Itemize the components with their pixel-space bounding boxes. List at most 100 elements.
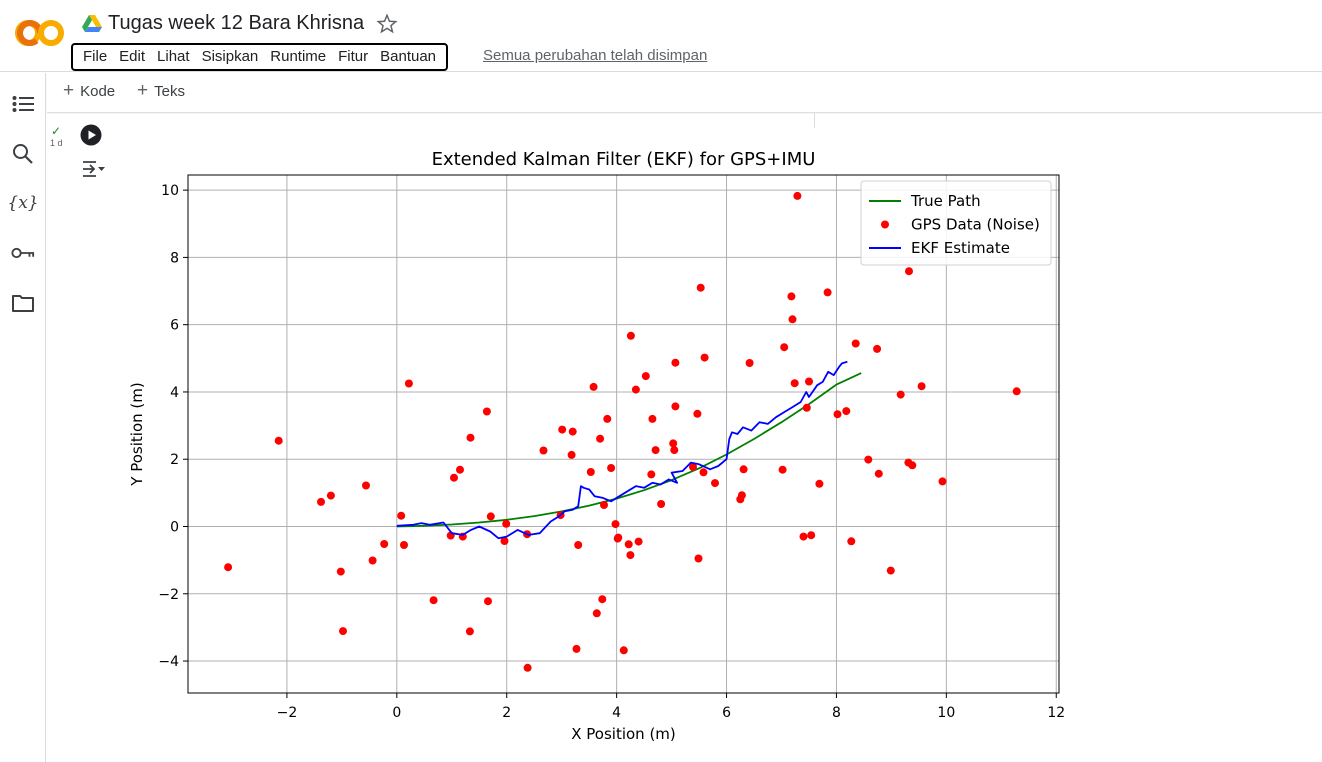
x-tick-label: 10 (937, 705, 955, 721)
plus-icon: + (63, 80, 75, 101)
gps-point (589, 382, 598, 391)
gps-point (905, 267, 913, 276)
gps-point (886, 566, 895, 575)
axis-ticks: −2 0 2 4 6 8 10 12 −4 −2 0 2 4 6 8 10 (158, 183, 1065, 721)
add-text-button[interactable]: + Teks (137, 81, 185, 100)
gps-point (568, 427, 577, 436)
gps-point (805, 377, 813, 386)
notebook-title[interactable]: Tugas week 12 Bara Khrisna (108, 12, 365, 34)
gps-point (362, 481, 370, 490)
menu-help[interactable]: Bantuan (380, 48, 437, 65)
menu-view[interactable]: Lihat (157, 48, 190, 65)
google-drive-icon[interactable] (82, 15, 102, 33)
table-of-contents-icon[interactable] (11, 92, 35, 116)
gps-point (815, 479, 824, 488)
axes-frame (187, 174, 1060, 694)
gps-point (790, 379, 799, 388)
gps-point (607, 464, 616, 472)
toolbar-divider (814, 113, 815, 128)
gps-point (634, 537, 643, 546)
gps-point (938, 477, 947, 486)
gps-point (624, 540, 633, 549)
gps-point (482, 407, 491, 416)
gps-point (596, 434, 605, 443)
x-tick-label: 8 (832, 705, 841, 721)
gps-point (539, 446, 548, 455)
star-icon[interactable] (376, 13, 398, 35)
menu-file[interactable]: File (83, 48, 108, 65)
gps-point (484, 597, 492, 606)
legend-label: True Path (910, 192, 981, 210)
y-tick-label: −2 (158, 587, 179, 603)
add-code-button[interactable]: + Kode (63, 80, 116, 101)
gps-point (694, 554, 703, 563)
gps-point (699, 468, 708, 477)
gps-point (874, 469, 883, 478)
gps-point (380, 540, 389, 548)
menu-runtime[interactable]: Runtime (270, 48, 327, 65)
gps-point (572, 644, 581, 653)
gps-point (368, 556, 377, 565)
gps-point (404, 379, 413, 388)
gps-point (917, 382, 926, 391)
search-icon[interactable] (11, 142, 35, 166)
x-tick-label: 2 (502, 705, 511, 721)
y-axis-label: Y Position (m) (128, 382, 146, 486)
gps-point (847, 537, 856, 546)
gps-point (851, 339, 860, 348)
plot-data (224, 191, 1021, 672)
gps-point (326, 491, 335, 500)
gps-point (873, 344, 882, 353)
x-tick-label: 4 (612, 705, 621, 721)
gps-point (1012, 387, 1021, 396)
add-code-label: Kode (80, 82, 116, 100)
gps-point (611, 520, 620, 529)
gps-point (397, 511, 406, 520)
gps-point (778, 465, 787, 474)
gps-point (647, 470, 656, 479)
x-tick-label: 0 (392, 705, 401, 721)
left-sidebar: {x} (0, 73, 46, 762)
save-status-link[interactable]: Semua perubahan telah disimpan (483, 47, 708, 64)
gps-point (626, 331, 635, 340)
gps-point (669, 439, 678, 448)
files-folder-icon[interactable] (11, 291, 35, 315)
gps-point (456, 465, 464, 474)
gps-point (603, 414, 612, 423)
gps-point (651, 446, 660, 455)
menu-edit[interactable]: Edit (119, 48, 146, 65)
gps-point (574, 541, 583, 549)
legend-label: GPS Data (Noise) (911, 216, 1040, 234)
app-header: Tugas week 12 Bara Khrisna File Edit Lih… (0, 0, 1322, 72)
gps-point (558, 425, 567, 434)
notebook-toolbar: + Kode + Teks (47, 73, 1322, 113)
y-tick-label: 8 (170, 250, 179, 266)
chart-title: Extended Kalman Filter (EKF) for GPS+IMU (432, 149, 816, 170)
gps-point (807, 531, 816, 540)
variables-icon[interactable]: {x} (7, 193, 39, 213)
output-options-icon[interactable] (80, 158, 106, 180)
gps-point (823, 288, 832, 297)
legend-dot-swatch (881, 220, 889, 229)
run-cell-button[interactable] (80, 124, 102, 146)
x-tick-label: −2 (277, 705, 298, 721)
gps-point (500, 537, 509, 545)
gps-point (317, 497, 325, 506)
y-tick-label: 0 (170, 520, 179, 536)
gps-point (274, 436, 283, 445)
gps-point (700, 353, 709, 362)
gps-point (737, 491, 746, 500)
gps-point (339, 627, 347, 636)
colab-logo[interactable] (14, 16, 66, 50)
gps-point (657, 500, 666, 508)
gps-point (592, 609, 601, 618)
gps-point (336, 567, 345, 576)
grid-lines (188, 175, 1059, 693)
menu-tools[interactable]: Fitur (338, 48, 369, 65)
gps-point (586, 468, 595, 476)
code-cell-output (47, 114, 1322, 762)
x-tick-label: 12 (1047, 705, 1065, 721)
menu-insert[interactable]: Sisipkan (201, 48, 259, 65)
ekf-chart: −2 0 2 4 6 8 10 12 −4 −2 0 2 4 6 8 10 Extended Kalman F… (128, 149, 1065, 743)
secrets-key-icon[interactable] (11, 241, 35, 265)
